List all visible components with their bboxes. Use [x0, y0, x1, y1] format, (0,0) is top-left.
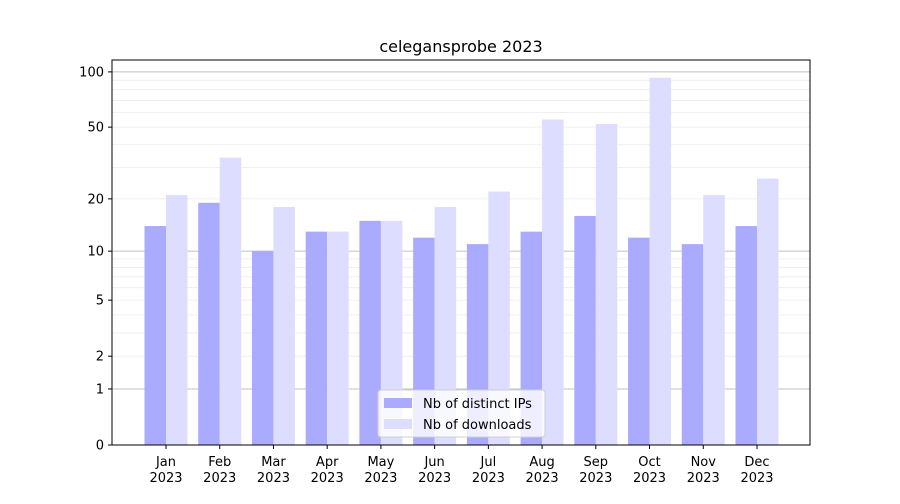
y-tick-label: 50: [87, 121, 104, 136]
x-tick-label: Oct 2023: [633, 455, 666, 486]
legend-swatch: [384, 419, 412, 429]
bar-downloads: [595, 124, 618, 445]
y-tick-label: 10: [87, 245, 104, 260]
bar-distinct-ips: [359, 220, 381, 445]
legend-label: Nb of downloads: [423, 418, 532, 433]
bar-downloads: [757, 178, 779, 446]
chart-title: celegansprobe 2023: [379, 37, 542, 56]
bar-distinct-ips: [251, 251, 274, 445]
legend-label: Nb of distinct IPs: [423, 397, 532, 412]
x-tick-label: Feb 2023: [203, 455, 236, 486]
bar-downloads: [542, 119, 564, 445]
plot-frame: [111, 59, 811, 446]
x-tick-label: May 2023: [364, 455, 397, 486]
legend-swatch: [384, 398, 412, 408]
bar-distinct-ips: [305, 231, 328, 445]
x-tick-label: Mar 2023: [257, 455, 290, 486]
legend-box: [377, 389, 546, 438]
x-tick-label: Jun 2023: [418, 455, 451, 486]
bar-distinct-ips: [735, 226, 757, 445]
bar-distinct-ips: [574, 215, 596, 445]
x-tick-label: Jan 2023: [149, 455, 182, 486]
bar-downloads: [327, 231, 349, 445]
y-tick-label: 20: [87, 192, 104, 207]
bar-downloads: [273, 206, 295, 445]
bar-distinct-ips: [628, 237, 650, 445]
y-tick-label: 5: [96, 294, 104, 309]
bar-downloads: [434, 206, 457, 445]
bar-downloads: [166, 195, 188, 445]
bar-distinct-ips: [144, 226, 166, 445]
bar-downloads: [219, 157, 242, 446]
x-tick-label: Apr 2023: [311, 455, 344, 486]
y-tick-label: 1: [96, 382, 104, 397]
bar-downloads: [649, 77, 672, 446]
bar-downloads: [488, 191, 510, 445]
x-tick-label: Dec 2023: [740, 455, 773, 486]
y-tick-label: 100: [79, 65, 104, 80]
x-tick-label: Aug 2023: [526, 455, 559, 486]
bar-downloads: [380, 220, 403, 445]
y-tick-label: 0: [96, 439, 104, 454]
x-tick-label: Nov 2023: [687, 455, 720, 486]
bar-distinct-ips: [198, 202, 220, 445]
y-tick-label: 2: [96, 350, 104, 365]
bar-downloads: [703, 195, 725, 445]
x-tick-label: Jul 2023: [472, 455, 505, 486]
bar-distinct-ips: [681, 244, 704, 445]
x-tick-label: Sep 2023: [579, 455, 612, 486]
